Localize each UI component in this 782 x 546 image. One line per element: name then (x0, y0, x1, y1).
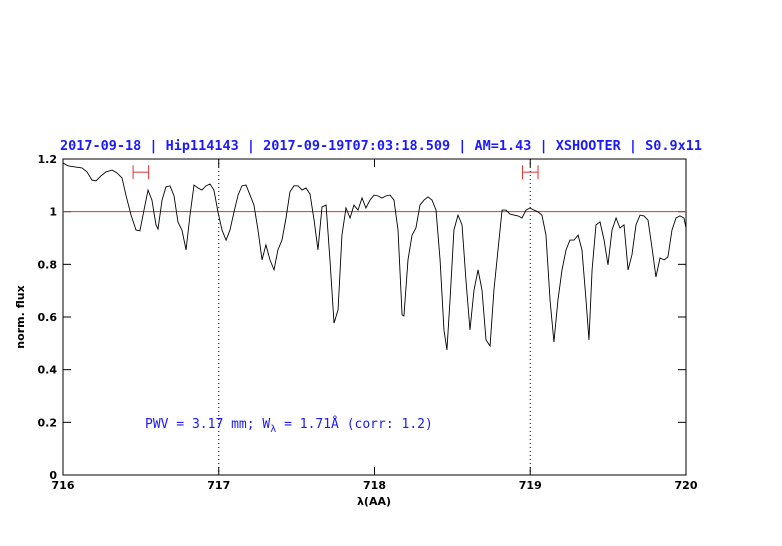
spectrum-line (62, 162, 687, 350)
y-tick-label: 0.4 (38, 364, 58, 377)
y-tick-label: 1 (49, 206, 57, 219)
annotation-text: PWV = 3.17 mm; W (145, 417, 270, 432)
annotation-text: = 1.71Å (corr: 1.2) (276, 416, 433, 432)
y-tick-label: 0 (49, 469, 57, 482)
y-tick-label: 0.8 (38, 258, 58, 271)
x-axis-label: λ(AA) (357, 495, 391, 508)
y-tick-label: 0.2 (38, 416, 58, 429)
annotation: PWV = 3.17 mm; Wλ = 1.71Å (corr: 1.2) (145, 416, 433, 435)
x-tick-label: 716 (52, 479, 75, 492)
y-tick-label: 1.2 (38, 153, 58, 166)
x-tick-label: 719 (519, 479, 542, 492)
x-tick-label: 718 (363, 479, 386, 492)
x-tick-label: 717 (207, 479, 230, 492)
x-tick-label: 720 (675, 479, 698, 492)
chart-title: 2017-09-18 | Hip114143 | 2017-09-19T07:0… (60, 138, 702, 154)
y-axis-label: norm. flux (14, 285, 27, 348)
annotation-subscript: λ (270, 424, 276, 435)
y-tick-label: 0.6 (38, 311, 58, 324)
